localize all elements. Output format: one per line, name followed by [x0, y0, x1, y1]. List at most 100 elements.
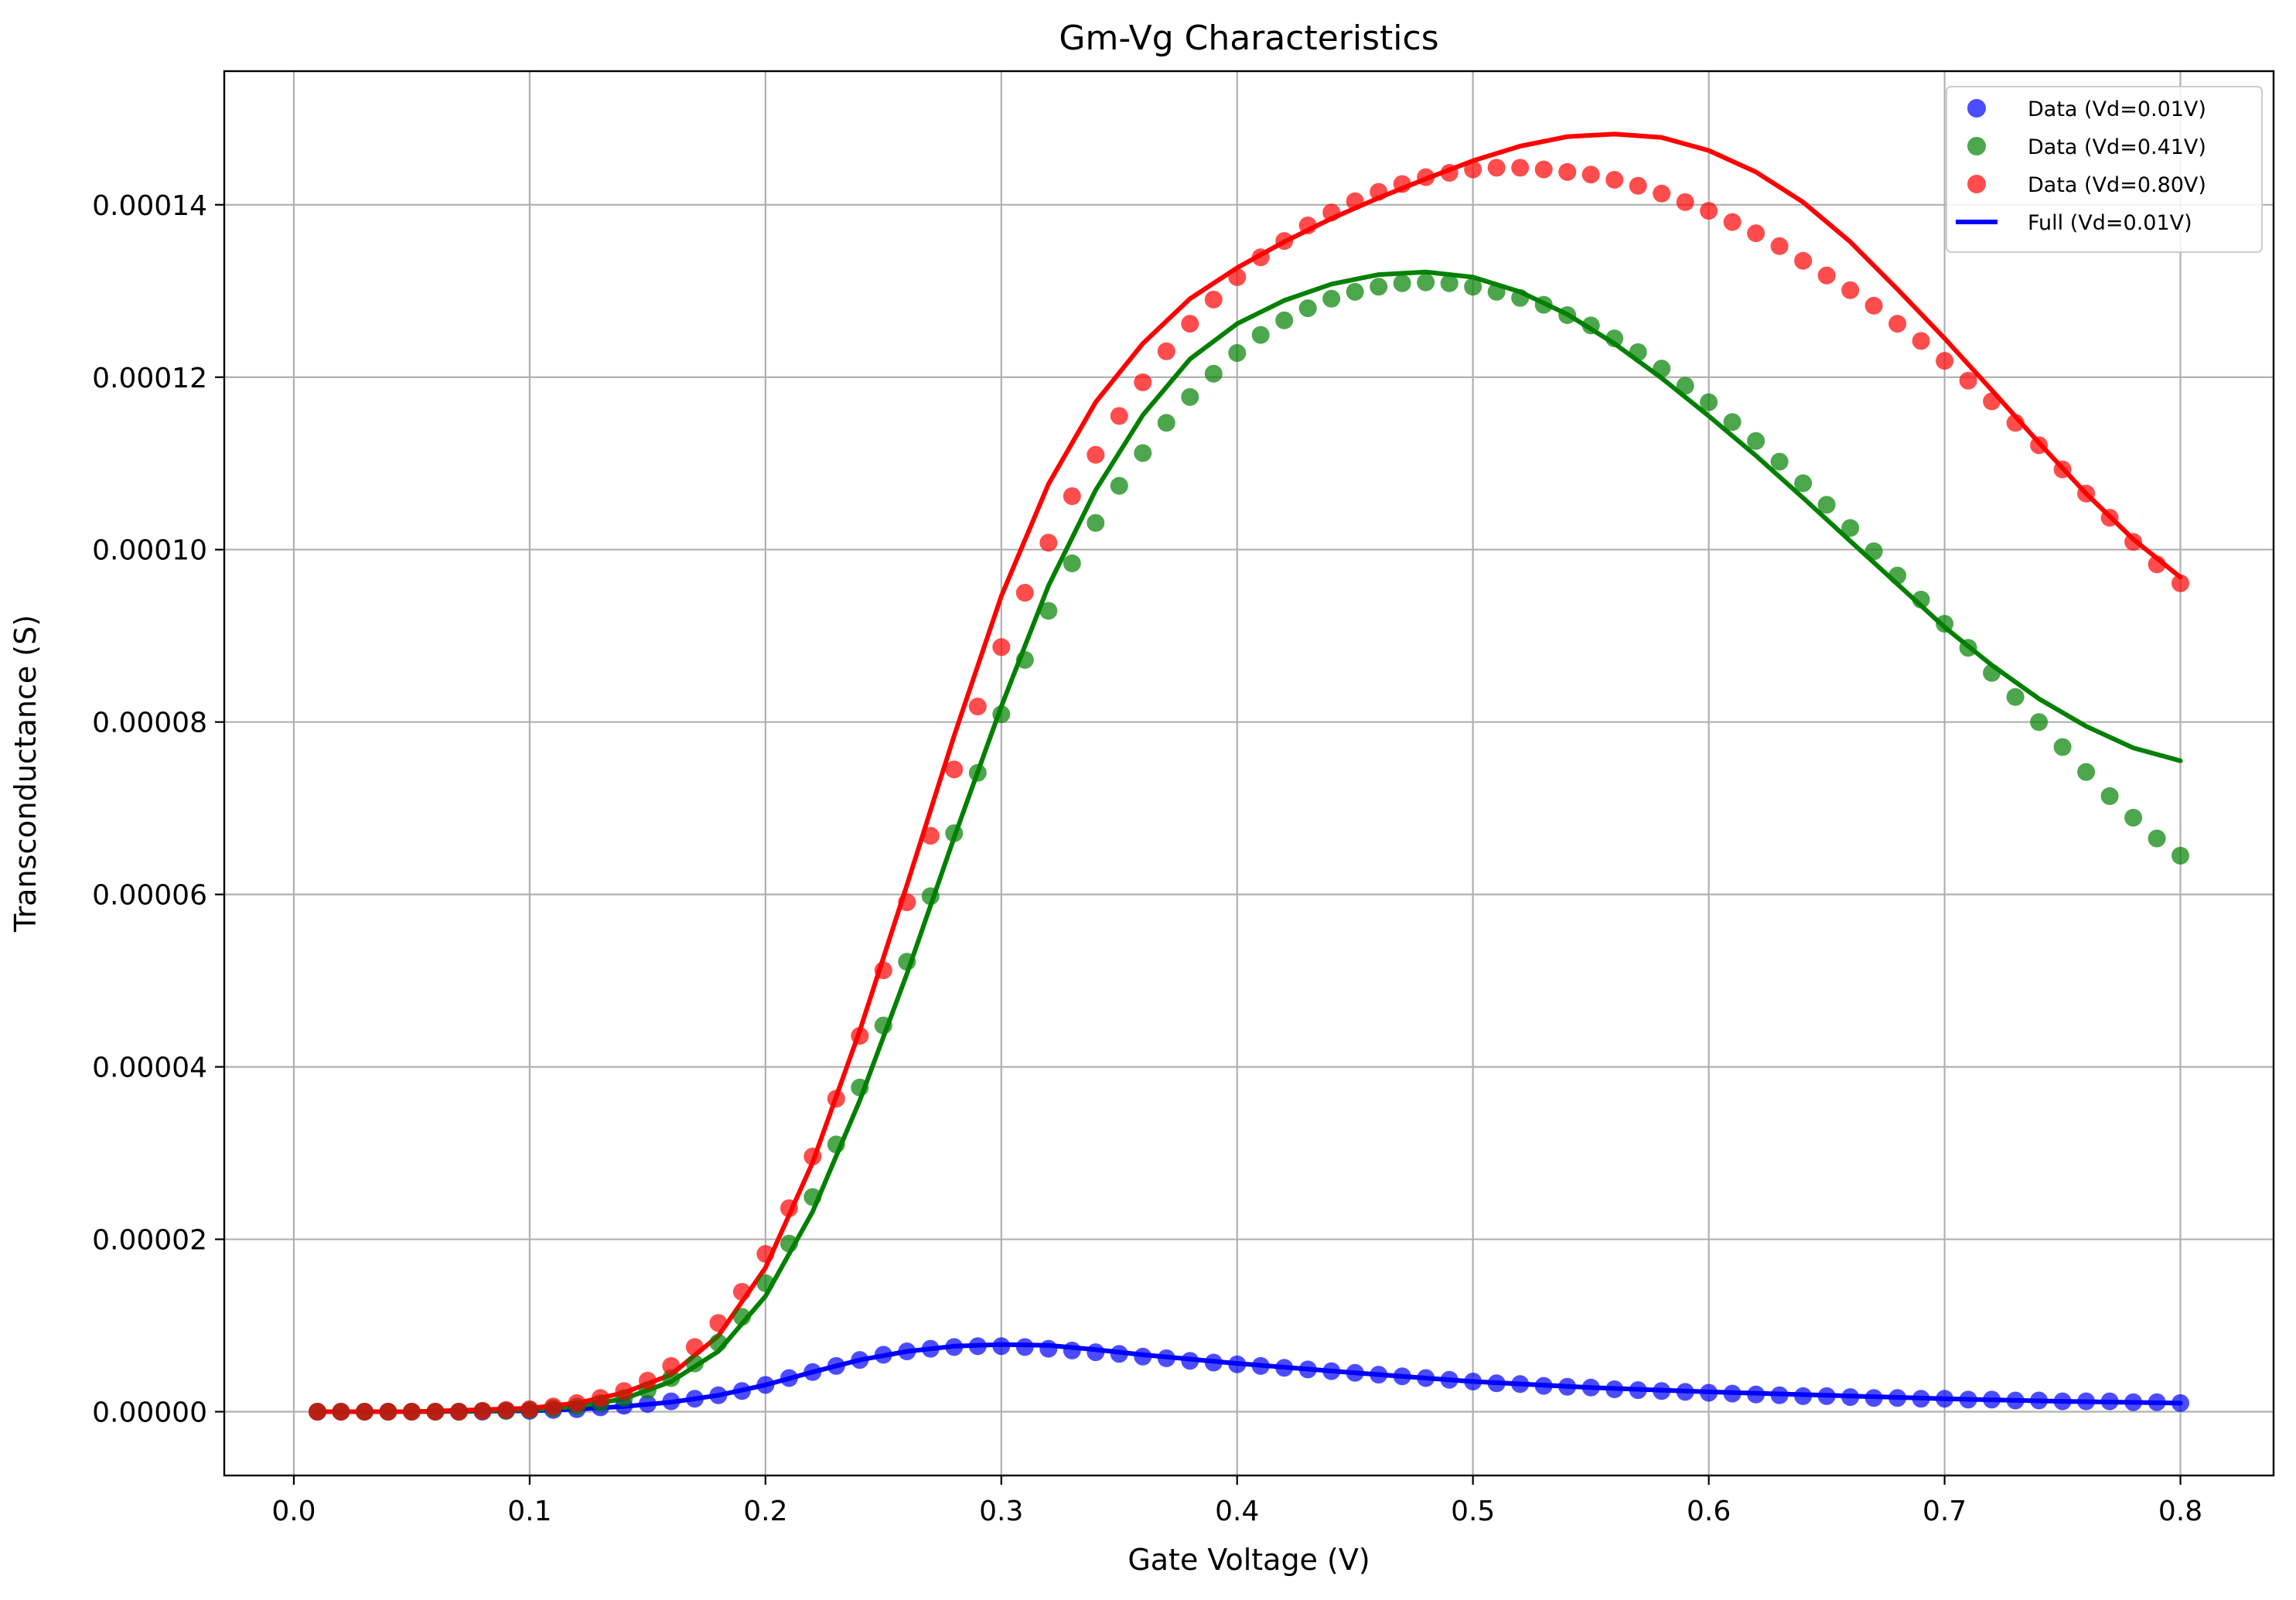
data-point-series-1 — [2148, 829, 2166, 848]
data-point-series-2 — [1558, 162, 1577, 181]
data-point-series-2 — [1228, 268, 1247, 286]
x-axis-label: Gate Voltage (V) — [1128, 1543, 1370, 1577]
data-point-series-2 — [1464, 160, 1482, 179]
data-point-series-2 — [2030, 436, 2049, 455]
data-point-series-2 — [473, 1401, 492, 1420]
x-tick-label: 0.8 — [2158, 1496, 2202, 1527]
data-point-series-0 — [1888, 1389, 1907, 1407]
legend: Data (Vd=0.01V) Data (Vd=0.41V) Data (Vd=0… — [1946, 86, 2263, 253]
data-point-series-1 — [2171, 847, 2189, 865]
data-point-series-1 — [1228, 344, 1247, 362]
data-point-series-2 — [945, 760, 964, 779]
data-point-series-1 — [685, 1354, 704, 1373]
data-point-series-0 — [732, 1382, 751, 1400]
data-point-series-1 — [1841, 519, 1860, 537]
y-tick-label: 0.00006 — [92, 880, 207, 912]
data-point-series-2 — [756, 1245, 775, 1263]
data-point-series-0 — [1063, 1341, 1081, 1359]
data-point-series-1 — [1558, 306, 1577, 324]
data-point-series-2 — [379, 1403, 397, 1421]
data-point-series-2 — [2124, 533, 2143, 551]
data-point-series-2 — [1676, 193, 1694, 211]
data-point-series-2 — [898, 893, 916, 912]
data-point-series-2 — [732, 1283, 751, 1301]
data-point-series-2 — [1134, 373, 1152, 391]
data-point-series-2 — [1393, 175, 1411, 193]
data-point-series-2 — [709, 1314, 728, 1332]
data-point-series-0 — [2148, 1393, 2166, 1411]
data-point-series-1 — [1794, 474, 1813, 493]
data-point-series-1 — [874, 1016, 892, 1035]
data-point-series-0 — [1864, 1389, 1883, 1407]
data-point-series-1 — [732, 1308, 751, 1326]
data-point-series-2 — [1181, 315, 1199, 333]
data-point-series-0 — [945, 1338, 964, 1356]
y-axis-label: Transconductance (S) — [9, 615, 43, 933]
y-tick-label: 0.00010 — [92, 535, 207, 567]
data-point-series-1 — [1015, 650, 1034, 669]
data-point-series-0 — [2053, 1392, 2072, 1411]
data-point-series-1 — [780, 1234, 798, 1253]
data-point-series-1 — [851, 1078, 869, 1097]
fit-line-series-4 — [315, 269, 2183, 1414]
x-tick-label: 0.7 — [1922, 1496, 1967, 1527]
data-point-series-2 — [309, 1403, 326, 1421]
legend-label: Data (Vd=0.80V) — [2028, 173, 2206, 197]
data-point-series-2 — [1794, 251, 1813, 270]
data-point-series-0 — [921, 1339, 940, 1358]
data-point-series-0 — [709, 1386, 728, 1404]
data-point-series-0 — [1134, 1347, 1152, 1366]
data-point-series-0 — [2100, 1392, 2119, 1411]
data-point-series-1 — [1370, 278, 1388, 296]
data-point-series-2 — [1912, 332, 1930, 350]
data-point-series-2 — [2148, 555, 2166, 574]
data-point-series-1 — [1322, 289, 1341, 308]
data-points — [309, 159, 2189, 1421]
data-point-series-2 — [1440, 164, 1458, 182]
data-point-series-2 — [1487, 159, 1506, 177]
data-point-series-0 — [1936, 1390, 1954, 1408]
y-tick-label: 0.00014 — [92, 190, 207, 222]
data-point-series-1 — [1087, 513, 1105, 532]
data-point-series-2 — [921, 827, 940, 845]
data-point-series-0 — [1534, 1377, 1553, 1395]
data-point-series-2 — [2171, 574, 2189, 592]
data-point-series-2 — [2077, 484, 2096, 503]
y-tick-label: 0.00000 — [92, 1397, 207, 1429]
data-point-series-1 — [827, 1135, 845, 1154]
legend-point-marker — [1967, 137, 1986, 155]
data-point-series-1 — [1134, 444, 1152, 462]
data-point-series-0 — [851, 1351, 869, 1370]
data-point-series-2 — [662, 1356, 681, 1375]
data-point-series-1 — [1888, 566, 1907, 585]
data-point-series-1 — [1653, 360, 1671, 378]
y-tick-label: 0.00008 — [92, 708, 207, 739]
data-point-series-0 — [2171, 1394, 2189, 1412]
data-point-series-0 — [1087, 1343, 1105, 1362]
data-point-series-2 — [1298, 217, 1317, 234]
legend-label: Data (Vd=0.41V) — [2028, 135, 2206, 159]
data-point-series-2 — [1251, 248, 1270, 267]
data-point-series-2 — [1511, 159, 1530, 177]
data-point-series-0 — [1723, 1384, 1742, 1403]
data-point-series-2 — [1629, 176, 1647, 195]
x-tick-label: 0.3 — [979, 1496, 1023, 1527]
data-point-series-0 — [1770, 1386, 1789, 1404]
data-point-series-1 — [1063, 554, 1081, 572]
data-point-series-2 — [1817, 266, 1836, 285]
x-tick-label: 0.5 — [1451, 1496, 1495, 1527]
data-point-series-0 — [1039, 1339, 1058, 1358]
x-tick-label: 0.0 — [271, 1496, 316, 1527]
data-point-series-1 — [1534, 295, 1553, 314]
data-point-series-2 — [1747, 224, 1765, 243]
legend-point-marker — [1967, 99, 1986, 118]
data-point-series-2 — [1841, 281, 1860, 299]
data-point-series-1 — [1440, 274, 1458, 292]
data-point-series-2 — [1087, 445, 1105, 464]
data-point-series-0 — [803, 1363, 822, 1381]
data-point-series-1 — [898, 953, 916, 971]
data-point-series-0 — [638, 1395, 657, 1413]
plot-frame — [223, 70, 2275, 1477]
data-point-series-0 — [992, 1337, 1011, 1356]
data-point-series-2 — [1534, 160, 1553, 179]
